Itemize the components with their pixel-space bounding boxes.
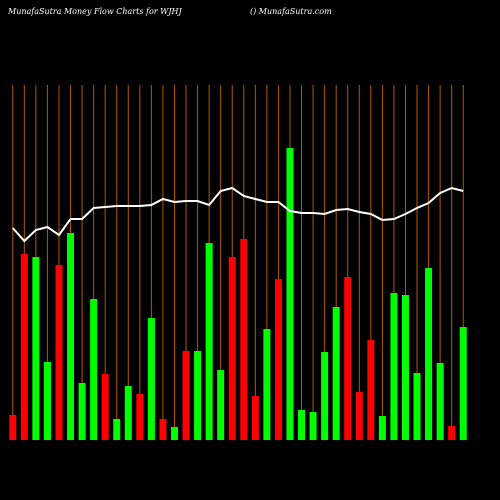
bar [459, 327, 467, 440]
chart-title: MunafaSutra Money Flow Charts for WJHJ [7, 7, 183, 16]
bar [113, 419, 121, 440]
bar [332, 307, 340, 440]
bar [170, 427, 178, 440]
bar [240, 239, 248, 440]
bar [355, 392, 363, 440]
bar [147, 318, 155, 440]
bar [43, 362, 51, 440]
bar [20, 254, 28, 440]
bar [217, 370, 225, 440]
bar [251, 396, 259, 440]
bar [263, 329, 271, 440]
bar [205, 243, 213, 440]
bar [90, 299, 98, 440]
bar [367, 340, 375, 440]
money-flow-line [12, 186, 464, 243]
bar [182, 351, 190, 440]
bar [67, 233, 75, 440]
bar [9, 415, 17, 440]
bar [448, 426, 456, 440]
bar [390, 293, 398, 440]
bar [228, 257, 236, 440]
bar [136, 394, 144, 440]
bar [274, 279, 282, 440]
chart-subtitle: () MunafaSutra.com [250, 7, 332, 16]
bar [401, 295, 409, 440]
bar [436, 363, 444, 440]
bar [378, 416, 386, 440]
bar [101, 374, 109, 440]
bar [425, 268, 433, 440]
bar [159, 419, 167, 440]
bar [55, 265, 63, 440]
bar [321, 352, 329, 440]
bar [286, 148, 294, 440]
bar [413, 373, 421, 440]
bar [194, 351, 202, 440]
bar [309, 412, 317, 440]
bar [32, 257, 40, 440]
bar [78, 383, 86, 440]
bar [124, 386, 132, 440]
bar [344, 277, 352, 440]
bar [298, 410, 306, 440]
